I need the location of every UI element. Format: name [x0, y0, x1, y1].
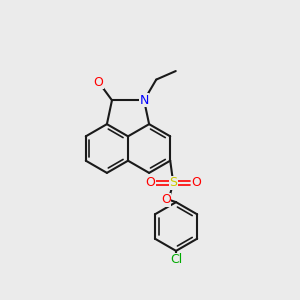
Text: O: O: [161, 193, 171, 206]
Text: Cl: Cl: [170, 253, 182, 266]
Text: S: S: [169, 176, 177, 189]
Text: O: O: [94, 76, 103, 88]
Text: O: O: [191, 176, 201, 189]
Text: O: O: [145, 176, 155, 189]
Text: N: N: [140, 94, 149, 107]
